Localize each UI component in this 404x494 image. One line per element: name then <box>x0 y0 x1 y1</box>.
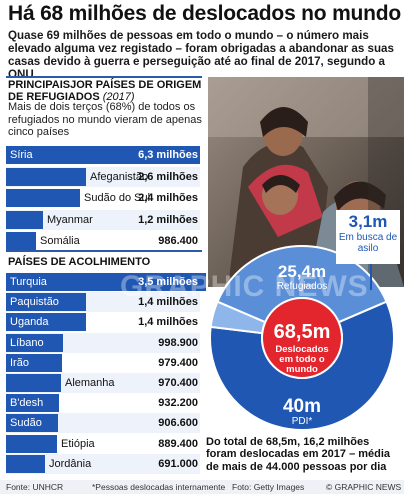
idp-value: 40m <box>283 396 321 417</box>
value-label: 6,3 milhões <box>138 149 198 161</box>
value-label: 970.400 <box>158 377 198 389</box>
footer-photo-credit: Foto: Getty Images <box>232 482 305 492</box>
category-label: Sudão <box>10 417 42 430</box>
section2-heading: PAÍSES DE ACOLHIMENTO <box>8 256 151 268</box>
value-label: 3,5 milhões <box>138 276 198 288</box>
value-label: 691.000 <box>158 457 198 470</box>
category-label: Myanmar <box>47 213 93 226</box>
bar <box>6 353 62 372</box>
bar <box>6 293 86 312</box>
bar <box>6 232 36 250</box>
total-circle <box>261 297 343 379</box>
category-label: Sudão do Sul <box>84 192 151 204</box>
value-label: 1,2 milhões <box>138 213 198 226</box>
section1-note: Mais de dois terços (68%) de todos os re… <box>8 101 202 138</box>
idp-label: PDI* <box>292 416 313 427</box>
category-label: Alemanha <box>65 377 115 389</box>
page-title: Há 68 milhões de deslocados no mundo <box>8 2 402 25</box>
bar <box>6 333 63 352</box>
section1-rule <box>6 76 202 78</box>
bar <box>6 146 200 164</box>
value-label: 2,6 milhões <box>138 170 198 183</box>
category-label: Etiópia <box>61 437 95 450</box>
category-label: Afeganistão <box>90 170 149 183</box>
section1-heading-text: PRINCIPAISJOR PAÍSES DE ORIGEM DE REFUGI… <box>8 79 202 103</box>
category-label: Irão <box>10 356 29 369</box>
bar <box>6 273 206 291</box>
bar <box>6 210 43 229</box>
footer: Fonte: UNHCR *Pessoas deslocadas interna… <box>0 480 404 494</box>
intro-text: Quase 69 milhões de pessoas em todo o mu… <box>8 29 394 81</box>
asylum-callout: 3,1m Em busca de asilo <box>336 210 400 264</box>
bar <box>6 414 58 433</box>
category-label: Somália <box>40 235 80 247</box>
bar <box>6 454 45 473</box>
value-label: 986.400 <box>158 235 198 247</box>
bar <box>6 394 59 413</box>
donut-footnote: Do total de 68,5m, 16,2 milhões foram de… <box>206 436 391 473</box>
row-band <box>6 209 200 230</box>
bar <box>6 374 61 392</box>
section2-rule <box>6 250 202 252</box>
value-label: 889.400 <box>158 437 198 450</box>
footer-source: Fonte: UNHCR <box>6 482 64 492</box>
category-label: Paquistão <box>10 296 59 309</box>
value-label: 932.200 <box>158 397 198 410</box>
bar <box>6 434 57 453</box>
asylum-label: Em busca de asilo <box>338 232 398 254</box>
value-label: 2,4 milhões <box>138 192 198 204</box>
category-label: Turquia <box>10 276 47 288</box>
category-label: Jordânia <box>49 457 92 470</box>
bar <box>6 167 86 186</box>
footer-copyright: © GRAPHIC NEWS <box>326 482 402 492</box>
bar <box>6 313 86 332</box>
total-caption-line1: Deslocados <box>275 344 328 355</box>
total-caption-line3: mundo <box>286 364 318 375</box>
section1-heading-year: (2017) <box>102 91 135 103</box>
total-value: 68,5m <box>274 321 331 343</box>
value-label: 1,4 milhões <box>138 296 198 309</box>
refugees-label: Refugiados <box>277 281 328 292</box>
value-label: 1,4 milhões <box>138 316 198 329</box>
category-label: B'desh <box>10 397 44 410</box>
total-caption-line2: em todo o <box>279 354 325 365</box>
asylum-value: 3,1m <box>348 212 388 231</box>
footer-footnote: *Pessoas deslocadas internamente <box>92 482 226 492</box>
refugees-value: 25,4m <box>278 262 326 281</box>
value-label: 998.900 <box>158 336 198 349</box>
value-label: 906.600 <box>158 417 198 430</box>
category-label: Síria <box>10 149 33 161</box>
value-label: 979.400 <box>158 356 198 369</box>
category-label: Uganda <box>10 316 49 329</box>
asylum-leader-line <box>370 264 372 290</box>
bar <box>6 189 80 207</box>
row-band <box>6 453 200 474</box>
category-label: Líbano <box>10 336 44 349</box>
section1-heading: PRINCIPAISJOR PAÍSES DE ORIGEM DE REFUGI… <box>8 79 208 103</box>
displaced-donut-chart: 25,4m Refugiados 40m PDI* 68,5m Deslocados em … <box>200 240 404 440</box>
